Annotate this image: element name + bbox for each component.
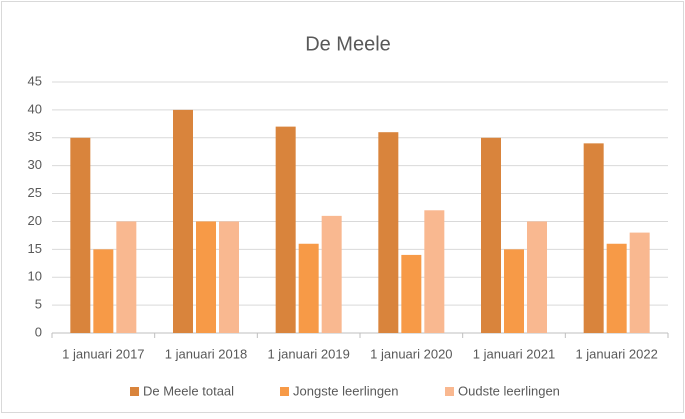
x-tick-label: 1 januari 2017 (62, 346, 144, 361)
legend-swatch (445, 387, 454, 396)
bar (70, 137, 91, 333)
bar (275, 126, 296, 333)
legend-label: Oudste leerlingen (458, 383, 560, 398)
bar (298, 243, 319, 333)
y-tick-label: 40 (28, 101, 42, 116)
legend-label: De Meele totaal (143, 383, 234, 398)
bar (93, 249, 114, 333)
y-tick-label: 30 (28, 157, 42, 172)
bar (173, 109, 193, 333)
legend-swatch (130, 387, 139, 396)
bar (424, 210, 445, 333)
x-tick-label: 1 januari 2018 (165, 346, 247, 361)
y-tick-label: 45 (28, 73, 42, 88)
bar (629, 232, 650, 333)
bar (527, 221, 547, 333)
bar (116, 221, 137, 333)
bar (378, 132, 399, 333)
y-tick-label: 10 (28, 269, 42, 284)
bar (504, 249, 524, 333)
y-tick-label: 15 (28, 241, 42, 256)
x-tick-label: 1 januari 2022 (575, 346, 657, 361)
legend-swatch (280, 387, 289, 396)
bar (321, 215, 342, 333)
y-tick-label: 20 (28, 213, 42, 228)
bar (481, 137, 501, 333)
y-tick-label: 35 (28, 129, 42, 144)
bar (196, 221, 216, 333)
bar (219, 221, 239, 333)
y-tick-label: 5 (35, 297, 42, 312)
x-tick-label: 1 januari 2019 (267, 346, 349, 361)
bar (606, 243, 627, 333)
chart-title: De Meele (305, 33, 391, 55)
bar (583, 143, 604, 333)
legend-label: Jongste leerlingen (293, 383, 399, 398)
x-tick-label: 1 januari 2020 (370, 346, 452, 361)
x-tick-label: 1 januari 2021 (473, 346, 555, 361)
y-tick-label: 0 (35, 324, 42, 339)
bar (401, 254, 422, 333)
y-tick-label: 25 (28, 185, 42, 200)
